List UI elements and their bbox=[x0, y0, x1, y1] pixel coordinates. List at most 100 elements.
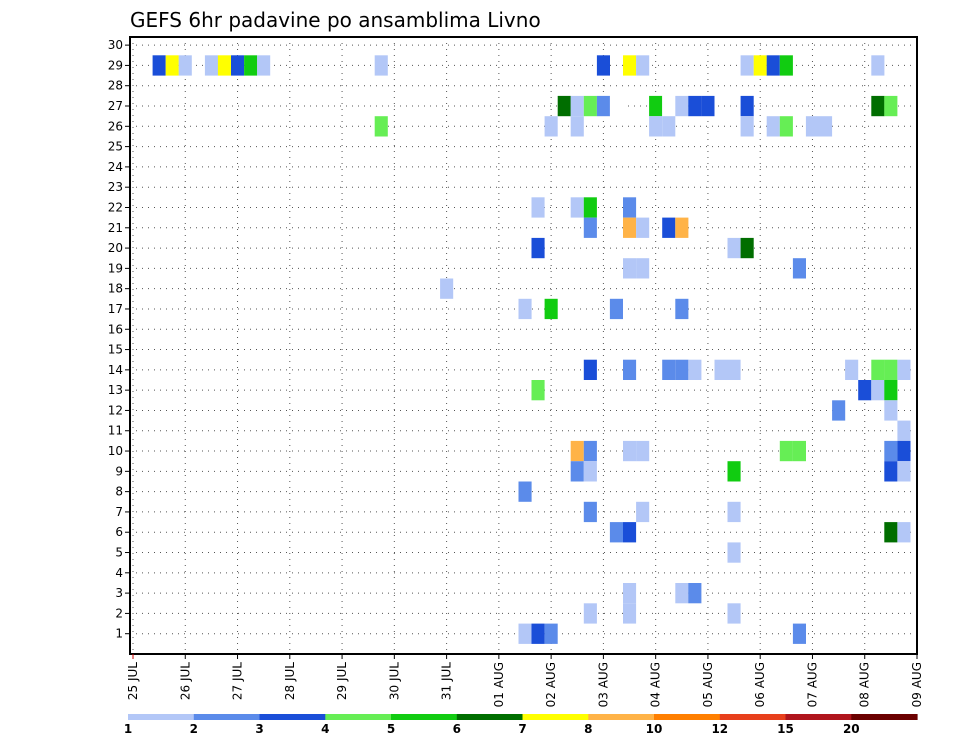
data-cell bbox=[374, 116, 388, 137]
y-tick-label: 19 bbox=[108, 261, 123, 275]
data-cell bbox=[779, 116, 793, 137]
data-cell bbox=[727, 603, 741, 624]
data-cell bbox=[740, 237, 754, 259]
data-cell bbox=[570, 461, 584, 482]
data-cell bbox=[531, 197, 545, 218]
colorbar-swatch bbox=[259, 714, 326, 720]
colorbar-label: 8 bbox=[584, 722, 592, 736]
x-tick-label: 05 AUG bbox=[701, 662, 715, 707]
data-cell bbox=[832, 400, 846, 421]
data-cell bbox=[662, 217, 676, 238]
data-cell bbox=[662, 359, 676, 380]
data-cell bbox=[845, 359, 859, 380]
data-cell bbox=[740, 95, 754, 117]
colorbar-swatch bbox=[719, 714, 787, 720]
data-cell bbox=[727, 461, 741, 482]
y-tick-label: 22 bbox=[108, 200, 123, 214]
data-cell bbox=[623, 359, 637, 380]
data-cell bbox=[871, 359, 885, 380]
y-tick-label: 30 bbox=[108, 38, 123, 52]
data-cell bbox=[257, 55, 271, 76]
data-cell bbox=[727, 359, 741, 380]
y-tick-label: 20 bbox=[108, 241, 123, 255]
data-cell bbox=[675, 95, 689, 117]
data-cell bbox=[583, 461, 597, 482]
data-cell bbox=[609, 298, 623, 320]
data-cell bbox=[204, 55, 218, 76]
data-cell bbox=[531, 623, 545, 644]
data-cell bbox=[871, 380, 885, 401]
y-tick-label: 6 bbox=[115, 525, 123, 539]
data-cell bbox=[753, 55, 767, 76]
data-cell bbox=[178, 55, 192, 76]
data-cell bbox=[897, 522, 911, 543]
colorbar-label: 12 bbox=[711, 722, 728, 736]
x-tick-label: 01 AUG bbox=[492, 662, 506, 707]
data-cell bbox=[623, 583, 637, 604]
data-cell bbox=[675, 298, 689, 320]
x-tick-label: 07 AUG bbox=[805, 662, 819, 707]
data-cell bbox=[884, 380, 898, 401]
data-cell bbox=[623, 197, 637, 218]
data-cell bbox=[636, 258, 650, 279]
y-tick-label: 1 bbox=[115, 627, 123, 641]
y-tick-label: 4 bbox=[115, 566, 123, 580]
y-tick-label: 7 bbox=[115, 505, 123, 519]
data-cell bbox=[583, 440, 597, 462]
data-cell bbox=[244, 55, 258, 76]
chart-title: GEFS 6hr padavine po ansamblima Livno bbox=[130, 8, 541, 32]
data-cell bbox=[570, 197, 584, 218]
data-cell bbox=[871, 95, 885, 117]
data-cell bbox=[871, 55, 885, 76]
data-cell bbox=[897, 440, 911, 462]
data-cell bbox=[649, 116, 663, 137]
colorbar-swatch bbox=[654, 714, 721, 720]
data-cell bbox=[623, 440, 637, 462]
colorbar-label: 20 bbox=[843, 722, 860, 736]
data-cell bbox=[623, 603, 637, 624]
data-cell bbox=[165, 55, 179, 76]
data-cell bbox=[819, 116, 833, 137]
data-cell bbox=[557, 95, 571, 117]
data-cell bbox=[779, 55, 793, 76]
data-cell bbox=[636, 440, 650, 462]
plot-frame bbox=[129, 36, 918, 655]
y-tick-label: 18 bbox=[108, 282, 123, 296]
x-tick-label: 04 AUG bbox=[649, 662, 663, 707]
x-tick-label: 26 JUL bbox=[178, 662, 192, 700]
data-cell bbox=[609, 522, 623, 543]
data-cell bbox=[884, 400, 898, 421]
colorbar: 1 2 3 4 5 6 7 8 10 12 15 20 bbox=[124, 714, 918, 736]
y-tick-label: 8 bbox=[115, 485, 123, 499]
data-cell bbox=[897, 359, 911, 380]
data-cell bbox=[583, 603, 597, 624]
x-axis: 25 JUL 26 JUL 27 JUL 28 JUL 29 JUL 30 JUL 31 J… bbox=[126, 654, 924, 707]
y-tick-label: 29 bbox=[108, 58, 123, 72]
data-cell bbox=[792, 258, 806, 279]
y-tick-label: 23 bbox=[108, 180, 123, 194]
data-cell bbox=[662, 95, 676, 117]
x-tick-label: 27 JUL bbox=[231, 662, 245, 700]
colorbar-label: 6 bbox=[453, 722, 461, 736]
colorbar-swatch bbox=[522, 714, 589, 720]
y-tick-label: 27 bbox=[108, 99, 123, 113]
data-cell bbox=[518, 298, 532, 320]
data-cell bbox=[662, 116, 676, 137]
data-cell bbox=[897, 420, 911, 441]
y-tick-label: 17 bbox=[108, 302, 123, 316]
data-cell bbox=[217, 55, 231, 76]
x-tick-label: 08 AUG bbox=[858, 662, 872, 707]
x-tick-label: 29 JUL bbox=[335, 662, 349, 700]
data-cell bbox=[727, 542, 741, 563]
colorbar-label: 5 bbox=[387, 722, 395, 736]
data-cell bbox=[609, 95, 623, 117]
data-cell bbox=[714, 359, 728, 380]
data-cell bbox=[766, 55, 780, 76]
data-cell bbox=[675, 217, 689, 238]
colorbar-swatch bbox=[456, 714, 524, 720]
y-tick-label: 3 bbox=[115, 586, 123, 600]
data-cell bbox=[152, 55, 166, 76]
data-cell bbox=[544, 116, 558, 137]
data-cell bbox=[440, 278, 454, 299]
data-cell bbox=[792, 440, 806, 462]
